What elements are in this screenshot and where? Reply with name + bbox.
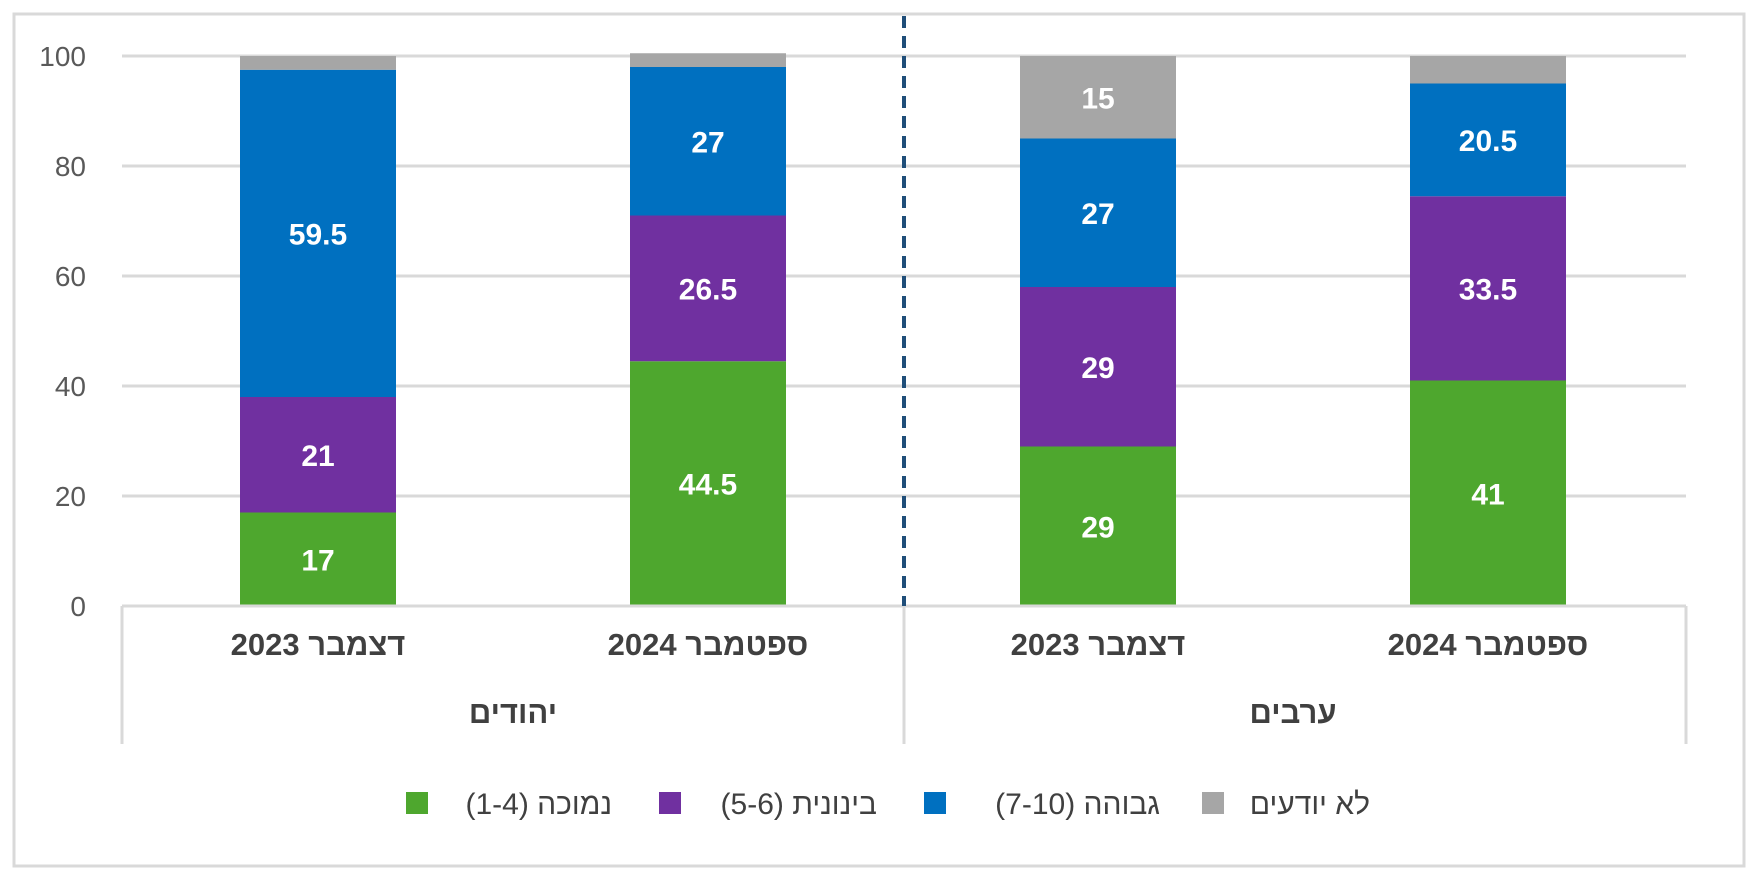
bar-segment <box>1410 83 1566 197</box>
legend: לא יודעים גבוהה (7-10) בינונית (5-6) נמוכה … <box>406 788 1370 821</box>
bar-segment <box>240 512 396 606</box>
y-tick-label: 40 <box>55 371 86 402</box>
bars <box>240 53 1566 606</box>
data-label: 29 <box>1081 511 1114 544</box>
bar-segment <box>1020 287 1176 447</box>
bar-segment <box>630 53 786 67</box>
data-label: 15 <box>1081 82 1114 115</box>
legend-swatch <box>924 792 946 814</box>
bar-segment <box>630 361 786 606</box>
y-tick-label: 100 <box>39 41 86 72</box>
y-tick-label: 60 <box>55 261 86 292</box>
bar-segment <box>240 397 396 513</box>
data-label: 44.5 <box>679 469 737 502</box>
bar-segment <box>240 56 396 70</box>
legend-swatch <box>1202 792 1224 814</box>
bar-segment <box>1020 138 1176 287</box>
bar-segment <box>630 215 786 362</box>
legend-label: גבוהה (7-10) <box>995 788 1160 821</box>
bar-segment <box>1020 56 1176 139</box>
y-tick-label: 80 <box>55 151 86 182</box>
legend-label: בינונית (5-6) <box>721 788 877 821</box>
legend-swatch <box>406 792 428 814</box>
data-label: 27 <box>691 126 724 159</box>
bar-segment <box>1410 196 1566 381</box>
bar-segment <box>630 67 786 216</box>
data-label: 59.5 <box>289 218 347 251</box>
data-label: 21 <box>301 440 334 473</box>
data-label: 17 <box>301 544 334 577</box>
data-label: 33.5 <box>1459 273 1517 306</box>
category-label: דצמבר 2023 <box>231 627 406 662</box>
data-label: 29 <box>1081 352 1114 385</box>
legend-label: נמוכה (1-4) <box>465 788 612 821</box>
axes: 0 20 40 60 80 100 <box>39 16 1688 744</box>
data-label: 26.5 <box>679 273 737 306</box>
bar-segment <box>1410 56 1566 84</box>
group-label: ערבים <box>1249 695 1336 730</box>
bar-segment <box>240 69 396 397</box>
category-label: ספטמבר 2024 <box>608 627 809 662</box>
category-label: ספטמבר 2024 <box>1388 627 1589 662</box>
data-label: 41 <box>1471 478 1504 511</box>
legend-label: לא יודעים <box>1250 788 1370 821</box>
bar-segment <box>1410 380 1566 606</box>
data-label: 20.5 <box>1459 125 1517 158</box>
y-tick-label: 20 <box>55 481 86 512</box>
legend-swatch <box>659 792 681 814</box>
data-label: 27 <box>1081 198 1114 231</box>
category-label: דצמבר 2023 <box>1011 627 1186 662</box>
group-label: יהודים <box>469 695 557 730</box>
labels: 17 21 59.5 44.5 26.5 27 29 29 27 15 41 33.5 20.5 דצמב… <box>231 82 1589 730</box>
bar-segment <box>1020 446 1176 606</box>
y-tick-label: 0 <box>70 591 86 622</box>
